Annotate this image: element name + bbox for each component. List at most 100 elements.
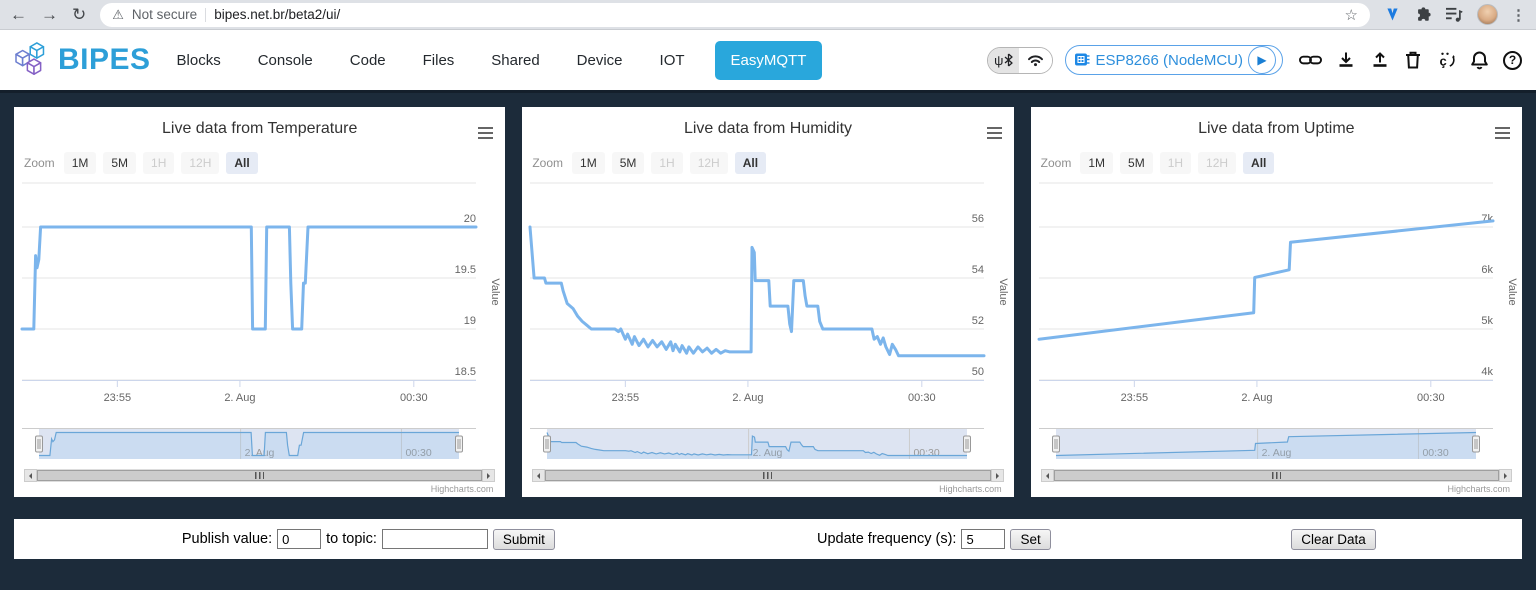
publish-value-input[interactable] bbox=[277, 529, 322, 549]
link-icon[interactable] bbox=[1299, 52, 1322, 68]
y-axis-label: 56 bbox=[972, 213, 984, 225]
range-button-all[interactable]: All bbox=[226, 151, 258, 174]
range-button-1m[interactable]: 1M bbox=[1080, 151, 1114, 174]
chart-scrollbar[interactable] bbox=[24, 469, 496, 482]
playlist-icon[interactable] bbox=[1445, 6, 1464, 23]
browser-profile-avatar[interactable] bbox=[1477, 4, 1498, 25]
range-button-12h: 12H bbox=[181, 151, 220, 174]
chart-menu-icon[interactable] bbox=[986, 124, 1002, 142]
series-line[interactable] bbox=[528, 225, 986, 358]
nav-item-iot[interactable]: IOT bbox=[659, 51, 685, 69]
submit-button[interactable]: Submit bbox=[492, 528, 555, 550]
browser-refresh-button[interactable]: ↻ bbox=[72, 5, 87, 24]
scrollbar-thumb[interactable] bbox=[1053, 470, 1499, 481]
chart-title: Live data from Humidity bbox=[683, 120, 853, 137]
scrollbar-left-arrow[interactable] bbox=[24, 469, 37, 482]
range-button-all[interactable]: All bbox=[1243, 151, 1275, 174]
navigator-handle-left[interactable] bbox=[543, 435, 552, 453]
device-selector[interactable]: ESP8266 (NodeMCU) ▶ bbox=[1065, 45, 1283, 75]
extensions-puzzle-icon[interactable] bbox=[1414, 6, 1432, 24]
highcharts-credit[interactable]: Highcharts.com bbox=[1447, 484, 1510, 494]
x-axis-label: 23:55 bbox=[612, 392, 640, 404]
scrollbar-left-arrow[interactable] bbox=[532, 469, 546, 482]
scrollbar-right-arrow[interactable] bbox=[990, 469, 1004, 482]
topic-input[interactable] bbox=[381, 529, 488, 549]
scrollbar-left-arrow[interactable] bbox=[1040, 469, 1054, 482]
nav-item-device[interactable]: Device bbox=[576, 51, 623, 69]
range-button-1h: 1H bbox=[651, 151, 683, 174]
frequency-input[interactable] bbox=[961, 529, 1006, 549]
chart-menu-icon[interactable] bbox=[478, 124, 494, 142]
address-bar[interactable]: ⚠ Not secure bipes.net.br/beta2/ui/ ☆ bbox=[100, 2, 1370, 27]
bell-icon[interactable] bbox=[1470, 50, 1489, 70]
bipes-logo[interactable]: BIPES bbox=[14, 42, 151, 78]
chart-menu-icon[interactable] bbox=[1494, 124, 1510, 142]
x-axis-label: 23:55 bbox=[104, 392, 132, 404]
navigator-handle-right[interactable] bbox=[455, 435, 463, 453]
device-toolbar: ψ ESP8266 (NodeMCU) ▶ bbox=[987, 45, 1522, 75]
range-button-1m[interactable]: 1M bbox=[572, 151, 605, 174]
range-button-5m[interactable]: 5M bbox=[611, 151, 645, 174]
wifi-option[interactable] bbox=[1019, 47, 1053, 73]
usb-icon: ψ bbox=[994, 52, 1004, 68]
set-button[interactable]: Set bbox=[1010, 528, 1051, 550]
range-button-5m[interactable]: 5M bbox=[103, 151, 137, 174]
extension-v-icon[interactable] bbox=[1384, 6, 1401, 23]
run-button[interactable]: ▶ bbox=[1248, 46, 1276, 74]
navigator-handle-left[interactable] bbox=[35, 435, 43, 453]
scrollbar-track[interactable] bbox=[1053, 469, 1499, 482]
usb-bluetooth-option[interactable]: ψ bbox=[988, 47, 1020, 73]
clear-data-button[interactable]: Clear Data bbox=[1291, 528, 1376, 550]
scrollbar-track[interactable] bbox=[545, 469, 991, 482]
scrollbar-thumb[interactable] bbox=[545, 470, 991, 481]
nav-item-files[interactable]: Files bbox=[422, 51, 455, 69]
main-chart[interactable]: 20 19.5 19 18.5 23:55 2. Aug 00:30 Value bbox=[14, 182, 505, 407]
highcharts-credit[interactable]: Highcharts.com bbox=[430, 484, 494, 494]
nav-item-shared[interactable]: Shared bbox=[491, 51, 540, 69]
navigator-handle-right[interactable] bbox=[1471, 435, 1480, 453]
help-icon[interactable]: ? bbox=[1503, 50, 1522, 70]
chart-scrollbar[interactable] bbox=[532, 469, 1004, 482]
navigator-label: 2. Aug bbox=[1261, 447, 1291, 459]
browser-menu-icon[interactable]: ⋮ bbox=[1511, 6, 1526, 24]
series-line[interactable] bbox=[20, 225, 478, 331]
range-button-all[interactable]: All bbox=[734, 151, 767, 174]
chart-card-1: Live data from Humidity Zoom 1M 5M 1H 12H All 5… bbox=[522, 107, 1014, 497]
range-button-5m[interactable]: 5M bbox=[1120, 151, 1153, 174]
y-axis-title: Value bbox=[1506, 278, 1518, 305]
url-text[interactable]: bipes.net.br/beta2/ui/ bbox=[214, 7, 341, 22]
chart-scrollbar[interactable] bbox=[1040, 469, 1512, 482]
trash-icon[interactable] bbox=[1404, 50, 1422, 70]
series-line[interactable] bbox=[1037, 219, 1495, 341]
nav-item-blocks[interactable]: Blocks bbox=[176, 51, 221, 69]
brand-name: BIPES bbox=[58, 43, 151, 76]
download-icon[interactable] bbox=[1336, 50, 1356, 70]
not-secure-warning-icon[interactable]: ⚠ bbox=[112, 6, 124, 22]
upload-icon[interactable] bbox=[1370, 50, 1390, 70]
navigator-mask[interactable] bbox=[547, 429, 968, 459]
connection-type-toggle[interactable]: ψ bbox=[987, 46, 1054, 74]
scrollbar-track[interactable] bbox=[37, 469, 483, 482]
navigator-mask[interactable] bbox=[39, 429, 459, 459]
toolbar-icons: ç ? bbox=[1299, 50, 1522, 70]
browser-back-button[interactable]: ← bbox=[10, 5, 27, 24]
main-chart[interactable]: 56 54 52 50 23:55 2. Aug 00:30 Value bbox=[522, 182, 1013, 407]
language-icon[interactable]: ç bbox=[1436, 50, 1456, 70]
scrollbar-right-arrow[interactable] bbox=[1498, 469, 1512, 482]
address-divider bbox=[205, 7, 207, 22]
nav-item-console[interactable]: Console bbox=[257, 51, 313, 69]
highcharts-credit[interactable]: Highcharts.com bbox=[939, 484, 1002, 494]
browser-forward-button[interactable]: → bbox=[41, 5, 58, 24]
scrollbar-right-arrow[interactable] bbox=[482, 469, 496, 482]
navigator-handle-left[interactable] bbox=[1051, 435, 1060, 453]
navigator-handle-right[interactable] bbox=[963, 435, 972, 453]
bookmark-star-icon[interactable]: ☆ bbox=[1344, 6, 1358, 24]
scrollbar-thumb[interactable] bbox=[37, 470, 483, 481]
range-button-1m[interactable]: 1M bbox=[63, 151, 97, 174]
nav-item-code[interactable]: Code bbox=[349, 51, 386, 69]
tab-easymqtt[interactable]: EasyMQTT bbox=[714, 40, 823, 80]
